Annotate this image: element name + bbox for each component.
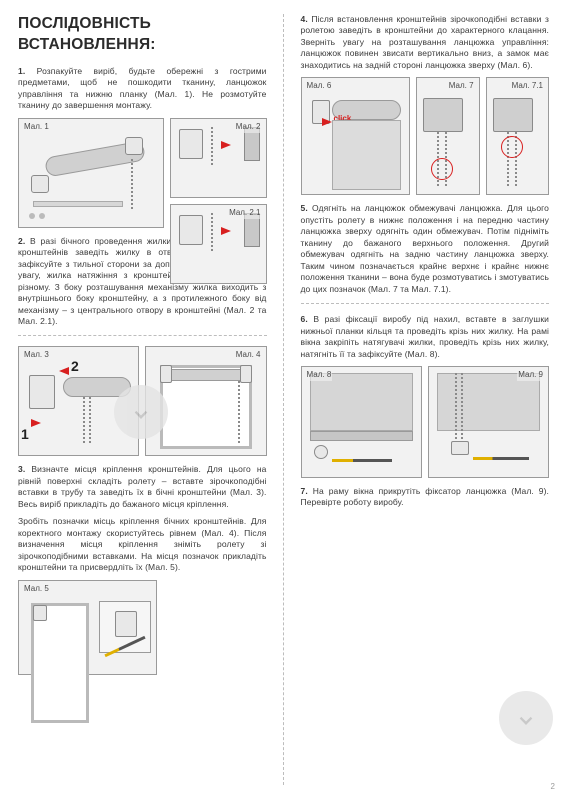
page-number: 2 xyxy=(551,782,555,793)
section-divider-left xyxy=(18,335,267,336)
figure-7-label: Мал. 7 xyxy=(448,81,475,92)
figure-3-label: Мал. 3 xyxy=(23,350,50,361)
figure-2-1: Мал. 2.1 xyxy=(170,204,266,284)
figure-9-label: Мал. 9 xyxy=(517,370,544,381)
step-7-num: 7. xyxy=(301,486,308,496)
figure-4-label: Мал. 4 xyxy=(235,350,262,361)
step-4-text: Після встановлення кронштейнів зірочкопо… xyxy=(301,14,550,70)
watermark-icon-2 xyxy=(499,691,553,745)
step-3-num: 3. xyxy=(18,464,25,474)
figure-2-label: Мал. 2 xyxy=(235,122,262,133)
figure-5: Мал. 5 xyxy=(18,580,157,675)
arrow-num-2: 2 xyxy=(71,357,79,376)
page-title: ПОСЛІДОВНІСТЬ ВСТАНОВЛЕННЯ: xyxy=(18,14,267,56)
figure-6-label: Мал. 6 xyxy=(306,81,333,92)
step-7-text: На раму вікна прикрутіть фіксатор ланцюж… xyxy=(301,486,550,507)
step-6: 6. В разі фіксації виробу під нахил, вст… xyxy=(301,314,550,360)
step-4: 4. Після встановлення кронштейнів зірочк… xyxy=(301,14,550,71)
step-2-num: 2. xyxy=(18,236,25,246)
step-3a: 3. Визначте місця кріплення кронштейнів.… xyxy=(18,464,267,510)
step-5-text: Одягніть на ланцюжок обмежувачі ланцюжка… xyxy=(301,203,550,293)
figure-1: Мал. 1 xyxy=(18,118,164,228)
figure-7-1: Мал. 7.1 xyxy=(486,77,549,195)
left-column: ПОСЛІДОВНІСТЬ ВСТАНОВЛЕННЯ: 1. Розпакуйт… xyxy=(0,0,283,799)
figure-8: Мал. 8 xyxy=(301,366,422,478)
step-4-num: 4. xyxy=(301,14,308,24)
step-7: 7. На раму вікна прикрутіть фіксатор лан… xyxy=(301,486,550,509)
figure-9: Мал. 9 xyxy=(428,366,549,478)
step-3-text1: Визначте місця кріплення кронштейнів. Дл… xyxy=(18,464,267,508)
watermark-icon xyxy=(114,385,168,439)
figure-5-label: Мал. 5 xyxy=(23,584,50,595)
figure-2: Мал. 2 xyxy=(170,118,266,198)
section-divider-right xyxy=(301,303,550,304)
step-1-text: Розпакуйте виріб, будьте обережні з гост… xyxy=(18,66,267,110)
figure-1-label: Мал. 1 xyxy=(23,122,50,133)
arrow-num-1: 1 xyxy=(21,425,29,444)
step-3b: Зробіть позначки місць кріплення бічних … xyxy=(18,516,267,573)
right-column: 4. Після встановлення кронштейнів зірочк… xyxy=(283,0,565,799)
figure-6: Мал. 6 click xyxy=(301,77,411,195)
step-6-num: 6. xyxy=(301,314,308,324)
step-6-text: В разі фіксації виробу під нахил, вставт… xyxy=(301,314,550,358)
figure-7: Мал. 7 xyxy=(416,77,479,195)
step-1: 1. Розпакуйте виріб, будьте обережні з г… xyxy=(18,66,267,112)
step-5-num: 5. xyxy=(301,203,308,213)
step-1-num: 1. xyxy=(18,66,25,76)
figure-2-1-label: Мал. 2.1 xyxy=(228,208,261,219)
figure-7-1-label: Мал. 7.1 xyxy=(511,81,544,92)
figure-8-label: Мал. 8 xyxy=(306,370,333,381)
step-5: 5. Одягніть на ланцюжок обмежувачі ланцю… xyxy=(301,203,550,295)
